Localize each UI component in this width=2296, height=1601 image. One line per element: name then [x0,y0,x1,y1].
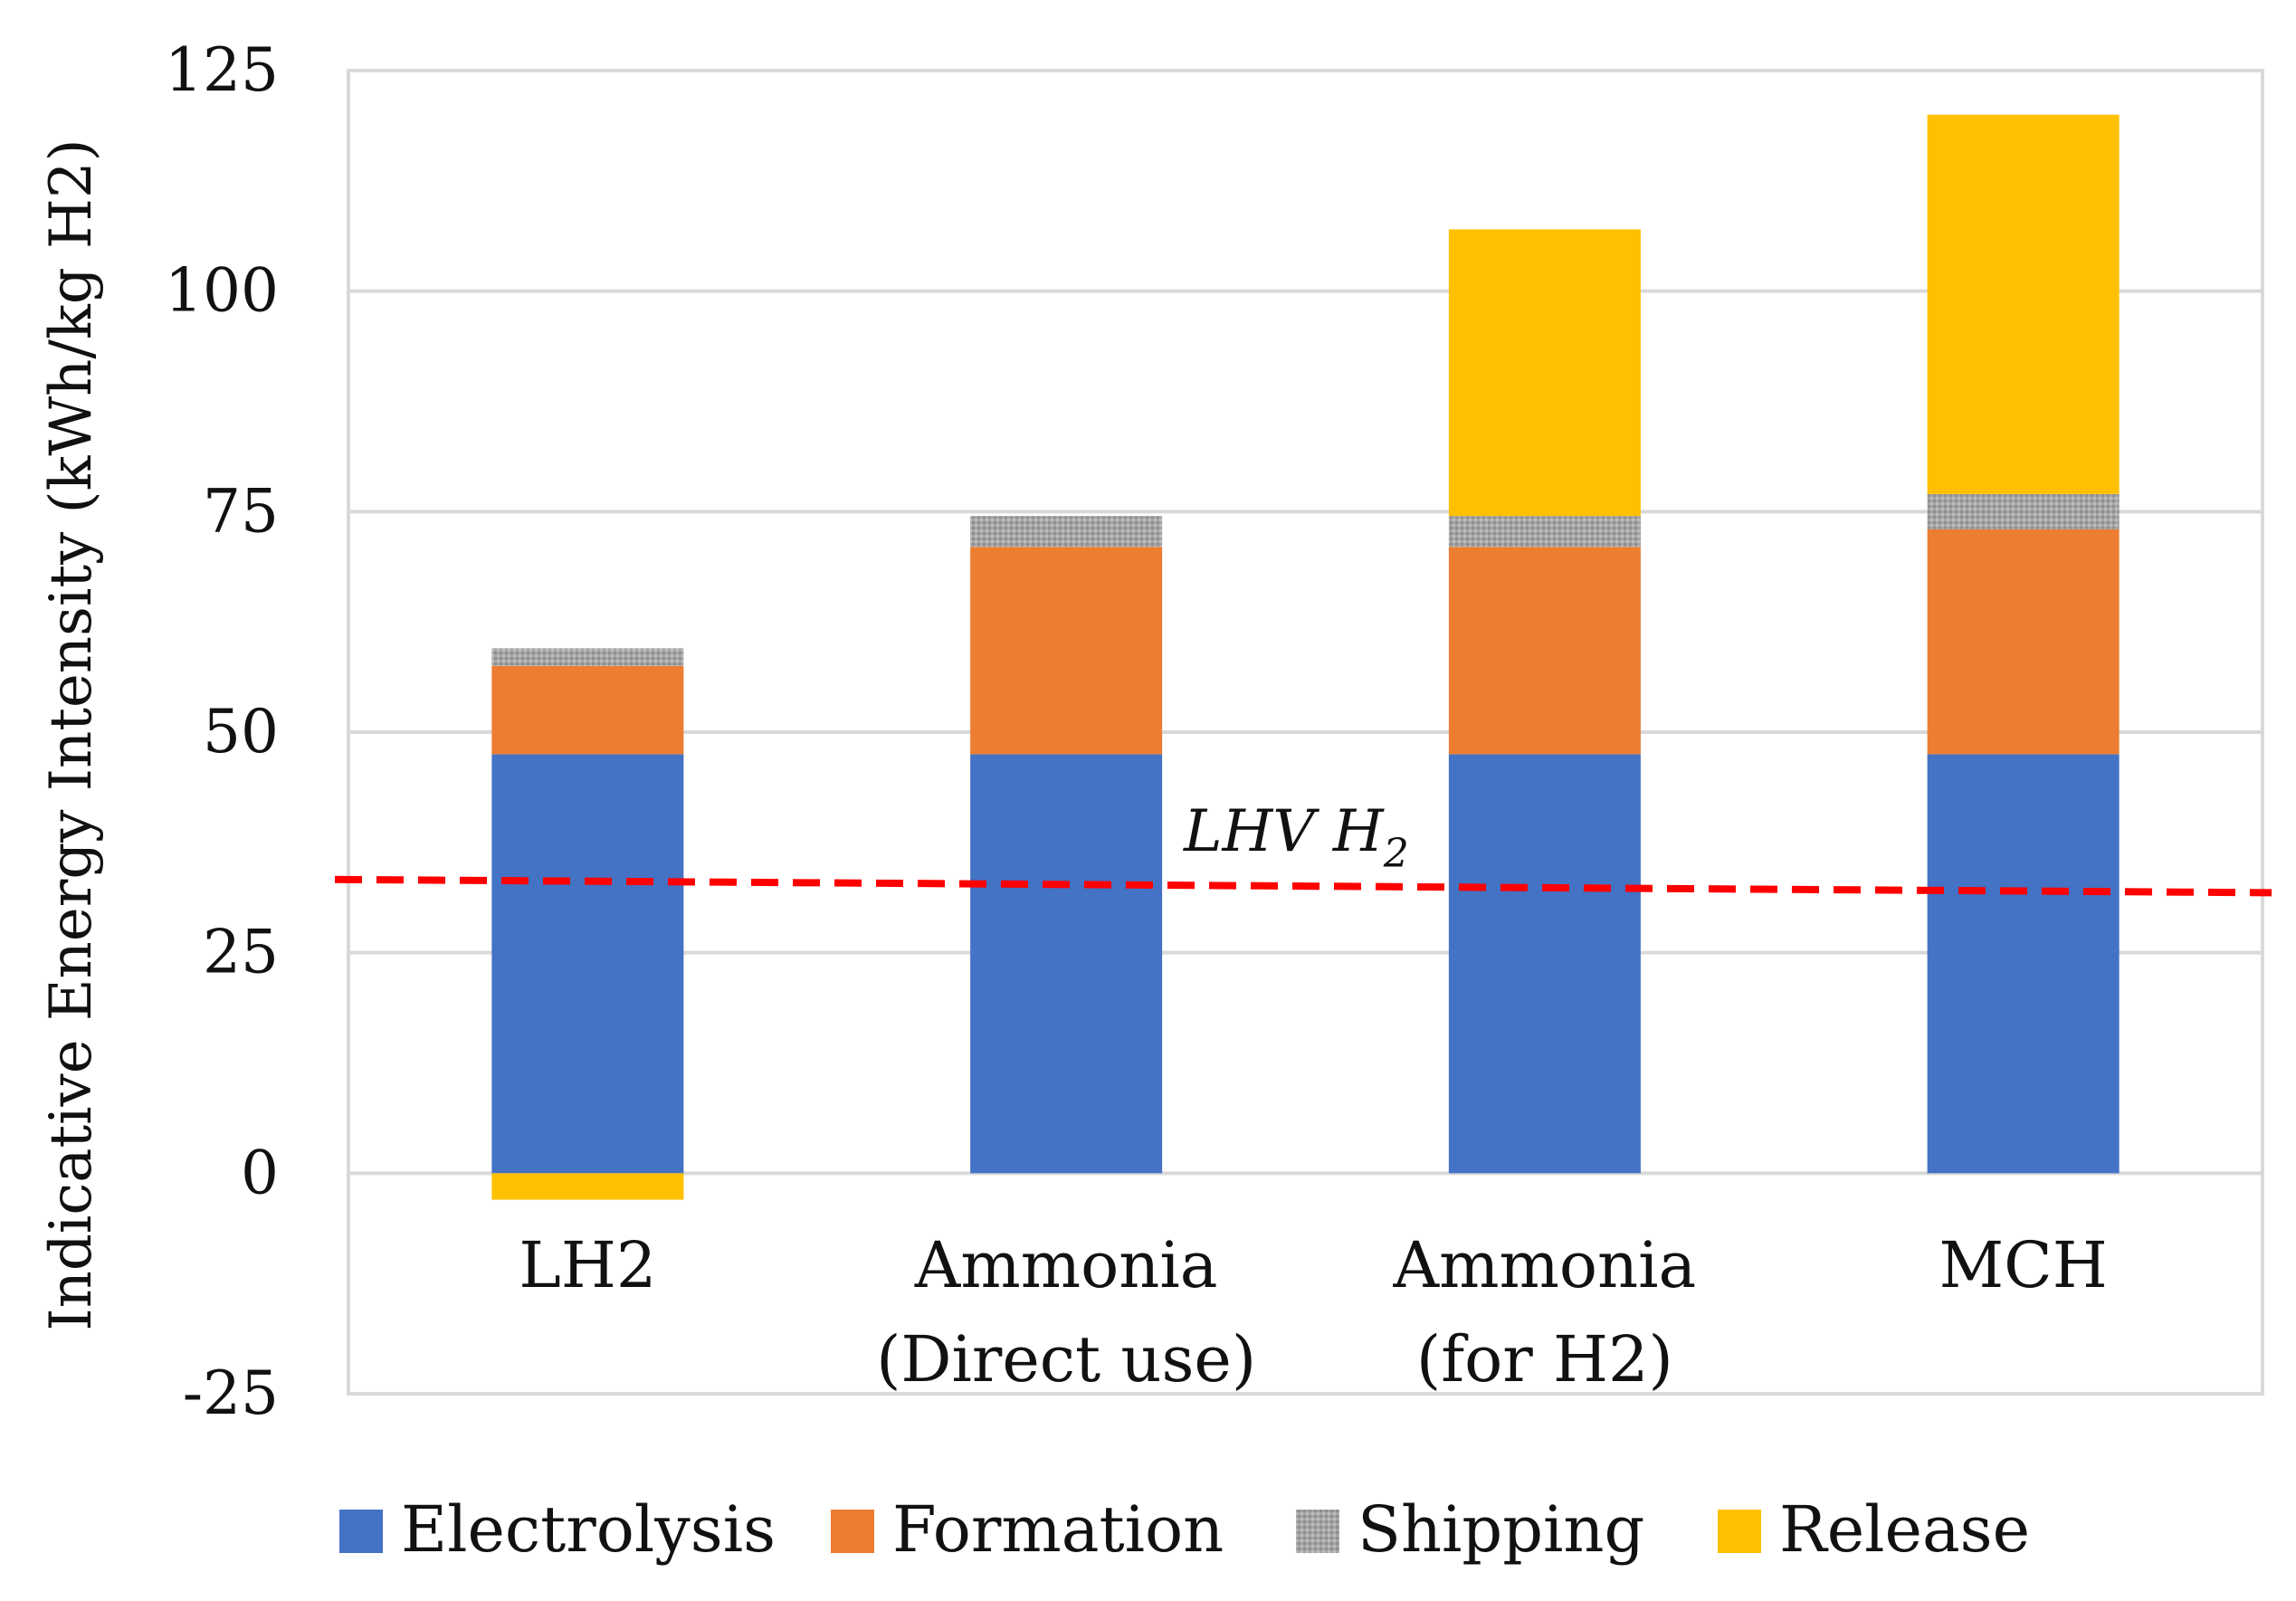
bar-segment-electrolysis [970,754,1163,1174]
y-tick-label: 25 [203,918,279,987]
bar-segment-release [491,1173,684,1200]
bars [491,114,2120,1200]
bar-segment-shipping [1448,516,1641,548]
x-category-label: LH2 [519,1228,656,1302]
legend: Electrolysis Formation Shipping Release [339,1492,2030,1567]
legend-swatch-release [1718,1510,1761,1553]
reference-line-group: LHV H2 [334,798,2272,897]
reference-line-label-main: LHV H [1183,798,1385,865]
plot-frame [347,69,2264,1396]
plot-border [347,69,2264,1396]
bar-segment-release [1448,229,1641,517]
x-category-label: Ammonia [914,1228,1218,1302]
x-category-labels: LH2 Ammonia (Direct use) Ammonia (for H2) MCH [519,1228,2107,1396]
bar-segment-formation [970,547,1163,755]
x-category-label: (Direct use) [876,1322,1256,1396]
y-tick-label: 0 [241,1138,279,1207]
y-tick-label: -25 [183,1358,279,1428]
reference-line-label: LHV H2 [1183,798,1409,877]
legend-label-formation: Formation [892,1492,1224,1567]
bar-segment-release [1927,114,2120,494]
y-tick-labels: -25 0 25 50 75 100 125 [165,35,279,1428]
y-tick-label: 50 [203,697,279,767]
bar-segment-electrolysis [491,754,684,1174]
bar-segment-formation [491,665,684,755]
bar-segment-shipping [970,516,1163,548]
x-category-label: (for H2) [1416,1322,1673,1396]
reference-line [334,875,2272,897]
y-tick-label: 100 [165,256,279,326]
y-tick-label: 75 [203,476,279,546]
legend-swatch-formation [831,1510,874,1553]
legend-label-release: Release [1779,1492,2030,1567]
reference-line-label-subscript: 2 [1383,831,1409,877]
bar-segment-shipping [1927,493,2120,529]
bar-segment-electrolysis [1927,754,2120,1174]
x-category-label: MCH [1939,1228,2107,1302]
bar-segment-electrolysis [1448,754,1641,1174]
legend-label-electrolysis: Electrolysis [401,1492,776,1567]
bar-segment-formation [1448,547,1641,755]
y-tick-label: 125 [165,35,279,105]
bar-segment-shipping [491,648,684,666]
bar-segment-formation [1927,529,2120,755]
legend-swatch-shipping [1296,1510,1339,1553]
legend-label-shipping: Shipping [1358,1492,1644,1567]
y-axis-title: Indicative Energy Intensity (kWh/kg H2) [38,138,105,1330]
legend-swatch-electrolysis [339,1510,383,1553]
x-category-label: Ammonia [1393,1228,1697,1302]
